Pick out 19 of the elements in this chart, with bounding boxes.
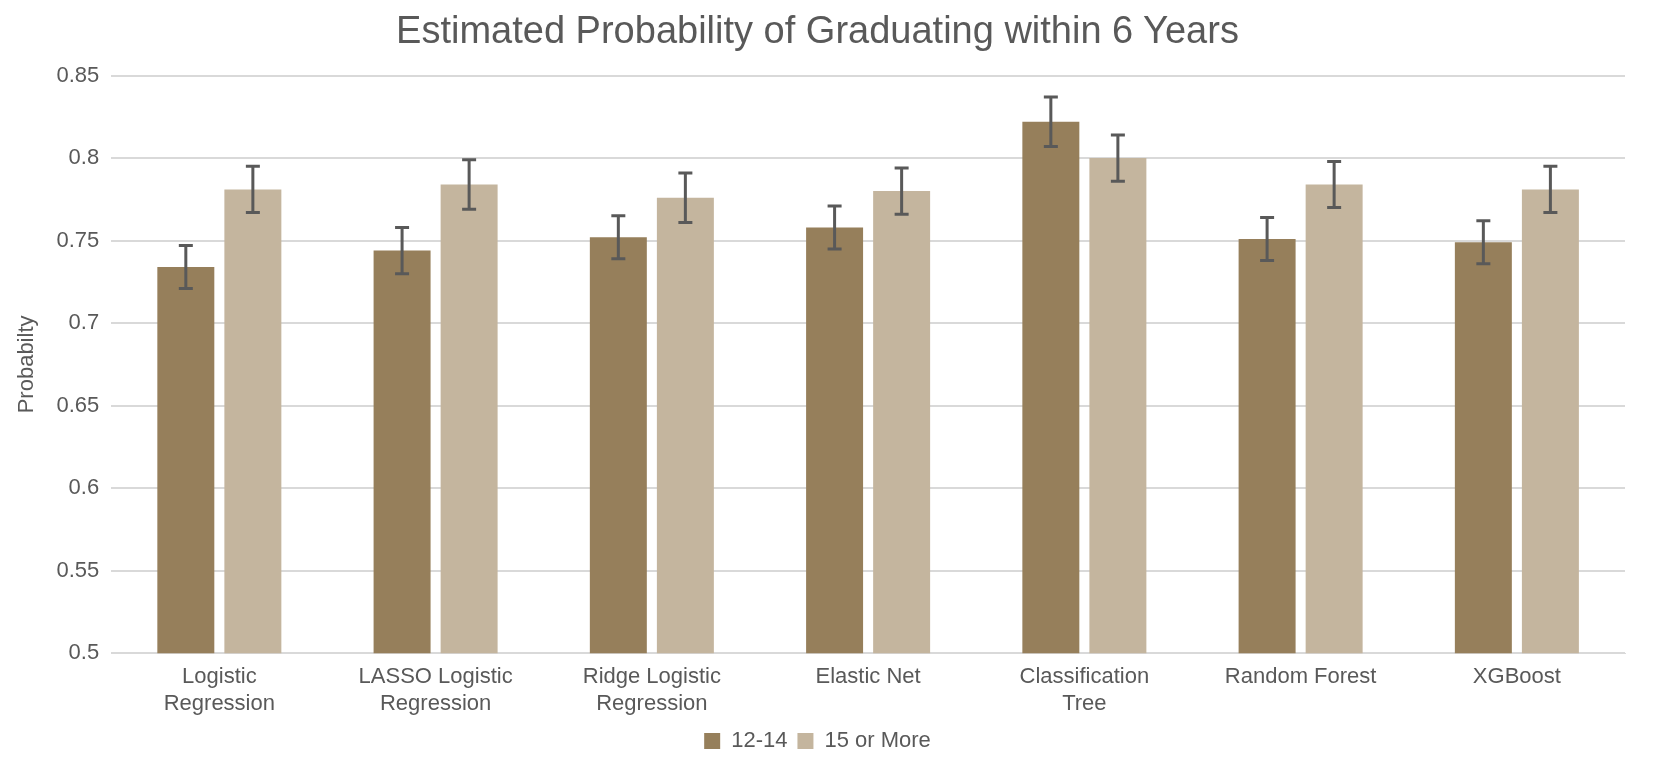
y-tick-label: 0.8 bbox=[68, 144, 100, 170]
x-tick-label: Random Forest bbox=[1224, 663, 1377, 689]
y-tick-label: 0.55 bbox=[56, 556, 100, 582]
x-tick-label: Logistic Regression bbox=[163, 663, 275, 715]
y-tick-label: 0.5 bbox=[68, 639, 100, 665]
y-tick-label: 0.75 bbox=[56, 226, 100, 252]
legend-label: 12-14 bbox=[731, 727, 788, 753]
chart-title: Estimated Probability of Graduating within 6 Years bbox=[396, 9, 1239, 52]
y-tick-label: 0.85 bbox=[56, 61, 100, 87]
x-tick-label: Ridge Logistic Regression bbox=[582, 663, 721, 715]
y-tick-label: 0.7 bbox=[68, 309, 100, 335]
legend-label: 15 or More bbox=[824, 727, 931, 753]
x-tick-label: Elastic Net bbox=[815, 663, 921, 689]
x-tick-label: LASSO Logistic Regression bbox=[358, 663, 513, 715]
y-tick-label: 0.65 bbox=[56, 391, 100, 417]
x-tick-label: XGBoost bbox=[1472, 663, 1561, 689]
y-tick-label: 0.6 bbox=[68, 474, 100, 500]
y-axis-title: Probabilty bbox=[13, 315, 39, 414]
x-tick-label: Classification Tree bbox=[1019, 663, 1150, 715]
